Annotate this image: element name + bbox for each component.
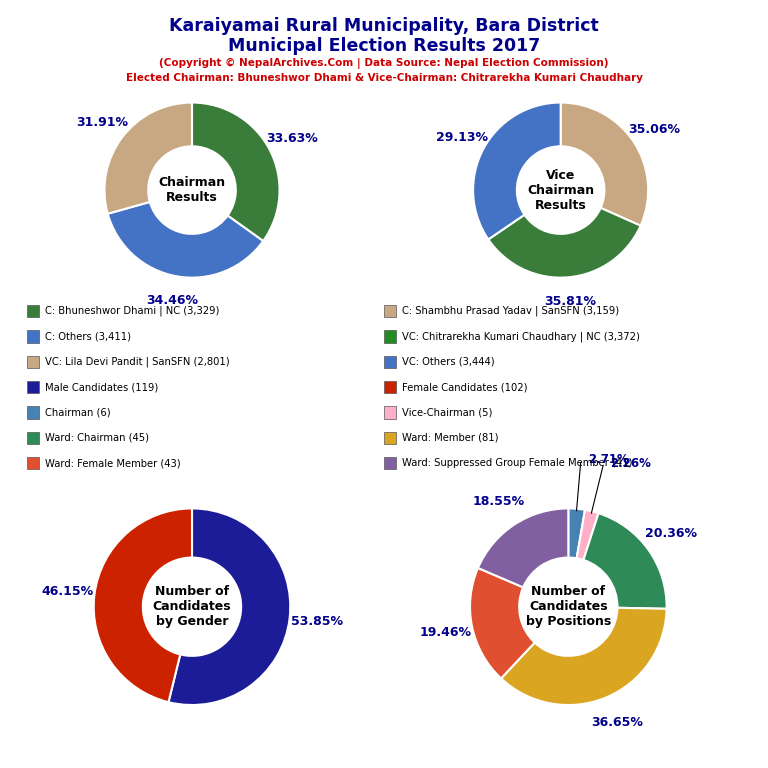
Text: (Copyright © NepalArchives.Com | Data Source: Nepal Election Commission): (Copyright © NepalArchives.Com | Data So… <box>159 58 609 69</box>
Text: 35.81%: 35.81% <box>545 295 597 308</box>
Text: 35.06%: 35.06% <box>629 123 680 135</box>
Text: 46.15%: 46.15% <box>41 585 93 598</box>
Wedge shape <box>501 607 667 705</box>
Text: Chairman
Results: Chairman Results <box>158 176 226 204</box>
Text: Ward: Suppressed Group Female Member (41): Ward: Suppressed Group Female Member (41… <box>402 458 632 468</box>
Wedge shape <box>108 202 263 277</box>
Wedge shape <box>584 513 667 609</box>
Text: 2.71%: 2.71% <box>588 453 628 466</box>
Text: Ward: Member (81): Ward: Member (81) <box>402 432 498 443</box>
Wedge shape <box>470 568 535 678</box>
Text: Vice
Chairman
Results: Vice Chairman Results <box>527 169 594 211</box>
Wedge shape <box>192 102 280 241</box>
Wedge shape <box>104 102 192 214</box>
Text: 20.36%: 20.36% <box>645 528 697 540</box>
Wedge shape <box>561 102 648 226</box>
Text: Karaiyamai Rural Municipality, Bara District: Karaiyamai Rural Municipality, Bara Dist… <box>169 17 599 35</box>
Wedge shape <box>488 208 641 277</box>
Text: Ward: Female Member (43): Ward: Female Member (43) <box>45 458 180 468</box>
Text: Number of
Candidates
by Positions: Number of Candidates by Positions <box>525 585 611 628</box>
Wedge shape <box>94 508 192 702</box>
Text: Female Candidates (102): Female Candidates (102) <box>402 382 527 392</box>
Text: 36.65%: 36.65% <box>591 717 643 729</box>
Text: Number of
Candidates
by Gender: Number of Candidates by Gender <box>153 585 231 628</box>
Text: Municipal Election Results 2017: Municipal Election Results 2017 <box>228 37 540 55</box>
Text: 29.13%: 29.13% <box>435 131 488 144</box>
Text: 53.85%: 53.85% <box>291 615 343 628</box>
Text: C: Others (3,411): C: Others (3,411) <box>45 331 131 342</box>
Text: Elected Chairman: Bhuneshwor Dhami & Vice-Chairman: Chitrarekha Kumari Chaudhary: Elected Chairman: Bhuneshwor Dhami & Vic… <box>125 73 643 83</box>
Text: 18.55%: 18.55% <box>473 495 525 508</box>
Wedge shape <box>478 508 568 588</box>
Text: 2.26%: 2.26% <box>611 457 651 470</box>
Text: Male Candidates (119): Male Candidates (119) <box>45 382 157 392</box>
Wedge shape <box>168 508 290 705</box>
Text: VC: Chitrarekha Kumari Chaudhary | NC (3,372): VC: Chitrarekha Kumari Chaudhary | NC (3… <box>402 331 640 342</box>
Text: C: Shambhu Prasad Yadav | SanSFN (3,159): C: Shambhu Prasad Yadav | SanSFN (3,159) <box>402 306 619 316</box>
Text: 33.63%: 33.63% <box>266 132 317 145</box>
Wedge shape <box>577 510 598 560</box>
Text: Vice-Chairman (5): Vice-Chairman (5) <box>402 407 492 418</box>
Text: C: Bhuneshwor Dhami | NC (3,329): C: Bhuneshwor Dhami | NC (3,329) <box>45 306 219 316</box>
Text: VC: Others (3,444): VC: Others (3,444) <box>402 356 495 367</box>
Text: 31.91%: 31.91% <box>77 116 129 129</box>
Text: 19.46%: 19.46% <box>419 626 471 639</box>
Wedge shape <box>568 508 585 558</box>
Text: Ward: Chairman (45): Ward: Chairman (45) <box>45 432 148 443</box>
Text: Chairman (6): Chairman (6) <box>45 407 110 418</box>
Text: 34.46%: 34.46% <box>147 294 199 307</box>
Wedge shape <box>473 102 561 240</box>
Text: VC: Lila Devi Pandit | SanSFN (2,801): VC: Lila Devi Pandit | SanSFN (2,801) <box>45 356 229 367</box>
